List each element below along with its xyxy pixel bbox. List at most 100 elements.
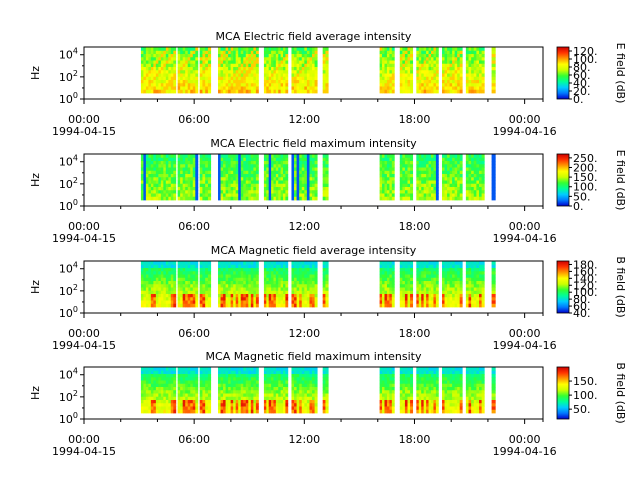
x-tick-label: 00:00 xyxy=(68,220,100,233)
y-tick-label: 102 xyxy=(59,283,78,298)
colorbar xyxy=(556,46,570,100)
data-interval xyxy=(322,154,329,201)
data-interval xyxy=(177,154,199,201)
panel-title: MCA Magnetic field maximum intensity xyxy=(206,350,422,363)
colorbar-tick-label: 120. xyxy=(573,45,598,58)
data-interval xyxy=(199,261,212,308)
data-interval xyxy=(199,154,212,201)
colorbar xyxy=(556,366,570,420)
data-interval xyxy=(263,261,289,308)
x-tick-label: 06:00 xyxy=(178,433,210,446)
data-interval xyxy=(416,261,439,308)
colorbar-label: B field (dB) xyxy=(614,362,627,423)
colorbar-tick-label: 100. xyxy=(573,181,598,194)
data-interval xyxy=(218,47,259,94)
y-tick-label: 104 xyxy=(59,154,78,169)
y-axis-label: Hz xyxy=(29,386,42,400)
x-tick-label: 00:00 xyxy=(509,433,541,446)
colorbar-tick-label: 100. xyxy=(573,286,598,299)
panel-title: MCA Electric field maximum intensity xyxy=(210,137,417,150)
data-interval xyxy=(218,367,259,414)
data-interval xyxy=(322,47,329,94)
data-interval xyxy=(218,261,259,308)
data-interval xyxy=(379,47,395,94)
data-interval xyxy=(491,154,496,201)
chart-panel-4: MCA Magnetic field maximum intensity 100 1… xyxy=(29,350,627,458)
data-interval xyxy=(140,47,177,94)
colorbar-tick-label: 150. xyxy=(573,171,598,184)
colorbar-label: E field (dB) xyxy=(614,43,627,104)
colorbar-tick-label: 100. xyxy=(573,53,598,66)
spectrogram-data xyxy=(140,154,496,201)
y-tick-label: 102 xyxy=(59,69,78,84)
data-interval xyxy=(399,261,414,308)
data-interval xyxy=(291,367,318,414)
data-interval xyxy=(199,367,212,414)
x-tick-label: 00:00 xyxy=(509,327,541,340)
colorbar-label: B field (dB) xyxy=(614,256,627,317)
x-tick-date: 1994-04-16 xyxy=(493,339,557,352)
data-interval xyxy=(140,261,177,308)
x-tick-date: 1994-04-16 xyxy=(493,125,557,138)
x-tick-date: 1994-04-16 xyxy=(493,445,557,458)
data-interval xyxy=(291,154,318,201)
colorbar-tick-label: 100. xyxy=(573,389,598,402)
data-interval xyxy=(442,367,463,414)
data-interval xyxy=(291,47,318,94)
colorbar-tick-label: 20. xyxy=(573,85,591,98)
chart-panel-1: MCA Electric field average intensity 100 1… xyxy=(29,30,627,138)
x-tick-label: 06:00 xyxy=(178,220,210,233)
colorbar-tick-label: 0. xyxy=(573,200,584,213)
x-tick-date: 1994-04-16 xyxy=(493,232,557,245)
colorbar-tick-label: 200. xyxy=(573,161,598,174)
data-interval xyxy=(491,47,496,94)
data-interval xyxy=(177,367,199,414)
data-interval xyxy=(416,47,439,94)
colorbar-tick-label: 80. xyxy=(573,61,591,74)
x-tick-label: 12:00 xyxy=(288,327,320,340)
colorbar-tick-label: 250. xyxy=(573,152,598,165)
x-tick-date: 1994-04-15 xyxy=(52,125,116,138)
colorbar-tick-label: 80. xyxy=(573,293,591,306)
x-tick-label: 18:00 xyxy=(399,433,431,446)
data-interval xyxy=(442,47,463,94)
colorbar-tick-label: 40. xyxy=(573,307,591,320)
data-interval xyxy=(416,367,439,414)
colorbar-tick-label: 150. xyxy=(573,375,598,388)
data-interval xyxy=(379,367,395,414)
x-tick-label: 18:00 xyxy=(399,220,431,233)
x-tick-label: 00:00 xyxy=(68,113,100,126)
y-tick-label: 104 xyxy=(59,367,78,382)
data-interval xyxy=(322,367,329,414)
data-interval xyxy=(291,261,318,308)
y-tick-label: 102 xyxy=(59,176,78,191)
data-interval xyxy=(465,154,485,201)
data-interval xyxy=(399,154,414,201)
colorbar-tick-label: 140. xyxy=(573,272,598,285)
colorbar-tick-label: 180. xyxy=(573,258,598,271)
x-tick-label: 18:00 xyxy=(399,113,431,126)
data-interval xyxy=(399,47,414,94)
axes-frame xyxy=(83,366,544,420)
x-tick-label: 00:00 xyxy=(509,113,541,126)
y-axis-label: Hz xyxy=(29,173,42,187)
data-interval xyxy=(177,47,199,94)
y-tick-label: 100 xyxy=(59,305,78,320)
y-tick-label: 102 xyxy=(59,389,78,404)
data-interval xyxy=(465,261,485,308)
x-tick-label: 00:00 xyxy=(509,220,541,233)
data-interval xyxy=(465,47,485,94)
spectrogram-data xyxy=(140,261,496,308)
colorbar-tick-label: 60. xyxy=(573,300,591,313)
spectrogram-data xyxy=(140,47,496,94)
data-interval xyxy=(322,261,329,308)
data-interval xyxy=(379,261,395,308)
colorbar xyxy=(556,260,570,314)
colorbar-tick-label: 50. xyxy=(573,403,591,416)
data-interval xyxy=(491,261,496,308)
data-interval xyxy=(263,47,289,94)
data-interval xyxy=(465,367,485,414)
x-tick-label: 00:00 xyxy=(68,433,100,446)
data-interval xyxy=(218,154,259,201)
y-axis-label: Hz xyxy=(29,280,42,294)
